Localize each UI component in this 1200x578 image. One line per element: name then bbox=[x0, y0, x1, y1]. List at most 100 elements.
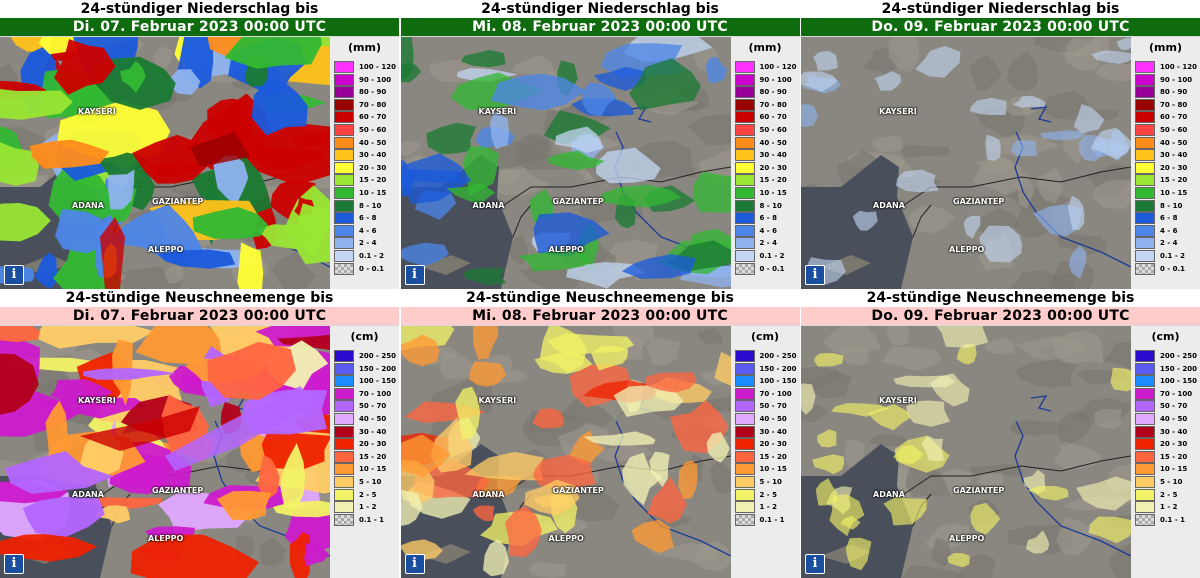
legend-swatch bbox=[334, 350, 354, 362]
legend-label: 15 - 20 bbox=[359, 176, 387, 185]
legend-swatch bbox=[1135, 161, 1155, 174]
city-label-adana: ADANA bbox=[472, 201, 505, 210]
legend-swatch bbox=[334, 187, 354, 199]
panel-date: Do. 09. Februar 2023 00:00 UTC bbox=[801, 307, 1200, 325]
legend-swatch bbox=[334, 362, 354, 375]
legend-swatch bbox=[734, 463, 755, 476]
legend-swatch bbox=[734, 73, 755, 86]
legend-label: 1 - 2 bbox=[759, 503, 778, 512]
legend-label: 50 - 70 bbox=[1160, 402, 1188, 411]
legend-swatch bbox=[1135, 98, 1155, 111]
legend-swatch bbox=[734, 174, 755, 187]
city-label-kayseri: KAYSERI bbox=[478, 107, 517, 116]
legend-unit: (mm) bbox=[348, 41, 381, 54]
legend-label: 6 - 8 bbox=[359, 214, 377, 223]
legend-swatch bbox=[1135, 237, 1155, 250]
city-label-aleppo: ALEPPO bbox=[949, 534, 985, 543]
legend-swatch bbox=[734, 149, 755, 162]
legend-swatch bbox=[334, 400, 354, 413]
legend-label: 2 - 4 bbox=[1160, 239, 1178, 248]
legend-label: 90 - 100 bbox=[759, 75, 792, 84]
legend: (cm) 200 - 250 150 - 200 100 - 150 70 - 100 5… bbox=[730, 326, 800, 578]
legend-label: 70 - 100 bbox=[1160, 389, 1193, 398]
legend-swatch bbox=[734, 98, 755, 111]
legend-label: 2 - 5 bbox=[759, 490, 778, 499]
info-icon[interactable]: i bbox=[404, 554, 425, 574]
city-label-adana: ADANA bbox=[873, 201, 905, 210]
legend-label: 15 - 20 bbox=[759, 452, 787, 461]
legend-label: 30 - 40 bbox=[759, 427, 787, 436]
legend-swatch bbox=[334, 61, 354, 73]
legend-label: 5 - 10 bbox=[759, 478, 782, 486]
panel-title: 24-stündige Neuschneemenge bis bbox=[400, 289, 800, 307]
legend-swatch bbox=[734, 61, 755, 73]
legend-label: 10 - 15 bbox=[1160, 465, 1188, 474]
legend-label: 10 - 15 bbox=[359, 189, 387, 197]
legend-unit: (cm) bbox=[750, 330, 780, 343]
legend-swatch bbox=[334, 513, 354, 526]
legend-label: 2 - 4 bbox=[759, 239, 778, 248]
legend-label: 15 - 20 bbox=[1160, 452, 1188, 461]
legend-swatch bbox=[734, 224, 755, 237]
legend-label: 0.1 - 2 bbox=[759, 252, 785, 260]
legend-swatch bbox=[1135, 350, 1155, 362]
legend-swatch bbox=[734, 350, 755, 362]
legend-swatch bbox=[334, 450, 354, 463]
legend-swatch bbox=[1135, 111, 1155, 124]
city-label-adana: ADANA bbox=[472, 490, 505, 499]
legend-swatch bbox=[334, 212, 354, 225]
city-label-aleppo: ALEPPO bbox=[548, 245, 584, 254]
legend-swatch bbox=[1135, 463, 1155, 476]
legend-label: 10 - 15 bbox=[759, 465, 787, 474]
legend-swatch bbox=[734, 438, 755, 451]
info-icon[interactable]: i bbox=[805, 265, 825, 285]
legend-label: 200 - 250 bbox=[359, 352, 397, 360]
map-panel-rain-2: 24-stündiger Niederschlag bis Mi. 08. Feb… bbox=[400, 0, 800, 289]
legend-label: 20 - 30 bbox=[1160, 163, 1188, 172]
legend-unit: (mm) bbox=[1149, 41, 1182, 54]
legend-label: 90 - 100 bbox=[1160, 75, 1193, 84]
legend-label: 1 - 2 bbox=[1160, 503, 1178, 512]
map-panel-rain-3: 24-stündiger Niederschlag bis Do. 09. Feb… bbox=[801, 0, 1200, 289]
legend-label: 70 - 80 bbox=[359, 100, 387, 109]
legend-label: 70 - 80 bbox=[759, 100, 787, 109]
info-icon[interactable]: i bbox=[4, 265, 24, 285]
info-icon[interactable]: i bbox=[404, 265, 425, 285]
info-icon[interactable]: i bbox=[805, 554, 825, 574]
city-label-aleppo: ALEPPO bbox=[148, 534, 184, 543]
legend-label: 150 - 200 bbox=[359, 364, 397, 373]
legend-swatch bbox=[1135, 375, 1155, 388]
legend-label: 50 - 60 bbox=[359, 126, 387, 134]
legend-label: 6 - 8 bbox=[1160, 214, 1178, 223]
legend-swatch bbox=[734, 250, 755, 262]
legend-label: 30 - 40 bbox=[759, 151, 787, 160]
legend-label: 200 - 250 bbox=[1160, 352, 1198, 360]
legend-label: 200 - 250 bbox=[759, 352, 797, 360]
legend-label: 15 - 20 bbox=[759, 176, 787, 185]
legend-label: 100 - 120 bbox=[359, 63, 397, 71]
legend-label: 5 - 10 bbox=[359, 478, 382, 486]
legend-swatch bbox=[1135, 501, 1155, 514]
legend-label: 4 - 6 bbox=[759, 226, 778, 235]
legend-swatch bbox=[334, 463, 354, 476]
legend-label: 50 - 60 bbox=[1160, 126, 1188, 134]
legend-label: 50 - 70 bbox=[759, 402, 787, 411]
map-panel-snow-1: 24-stündige Neuschneemenge bis Di. 07. Fe… bbox=[0, 289, 399, 578]
legend-label: 40 - 50 bbox=[1160, 415, 1188, 423]
legend-swatch bbox=[734, 400, 755, 413]
legend-label: 5 - 10 bbox=[1160, 478, 1183, 486]
panel-date: Mi. 08. Februar 2023 00:00 UTC bbox=[400, 307, 800, 325]
legend-swatch bbox=[334, 136, 354, 149]
legend-label: 30 - 40 bbox=[1160, 427, 1188, 436]
legend-swatch bbox=[734, 237, 755, 250]
city-label-aleppo: ALEPPO bbox=[949, 245, 985, 254]
panel-date: Di. 07. Februar 2023 00:00 UTC bbox=[0, 307, 399, 325]
info-icon[interactable]: i bbox=[4, 554, 24, 574]
legend-label: 8 - 10 bbox=[359, 201, 382, 210]
legend-swatch bbox=[334, 237, 354, 250]
forecast-map bbox=[801, 326, 1131, 578]
legend-label: 80 - 90 bbox=[1160, 88, 1188, 97]
legend-swatch bbox=[1135, 199, 1155, 212]
city-label-gaziantep: GAZIANTEP bbox=[152, 486, 204, 495]
legend-label: 100 - 150 bbox=[759, 377, 797, 386]
